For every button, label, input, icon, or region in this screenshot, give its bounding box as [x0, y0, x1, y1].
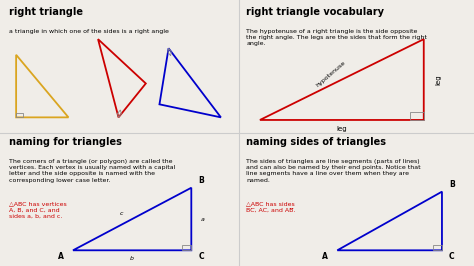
Text: A: A: [322, 252, 328, 261]
Text: right triangle: right triangle: [9, 7, 83, 16]
Text: b: b: [130, 256, 134, 260]
Text: The hypotenuse of a right triangle is the side opposite
the right angle. The leg: The hypotenuse of a right triangle is th…: [246, 29, 427, 46]
Text: hypotenuse: hypotenuse: [315, 60, 347, 88]
Text: △ABC has sides
BC̅, AC̅, and AB̅.: △ABC has sides BC̅, AC̅, and AB̅.: [246, 201, 296, 212]
Text: B: B: [449, 180, 455, 189]
Text: C: C: [449, 252, 455, 261]
Text: a: a: [201, 217, 204, 222]
Text: leg: leg: [337, 127, 347, 132]
Text: The corners of a triangle (or polygon) are called the
vertices. Each vertex is u: The corners of a triangle (or polygon) a…: [9, 159, 176, 183]
Text: right triangle vocabulary: right triangle vocabulary: [246, 7, 384, 16]
Text: leg: leg: [435, 74, 441, 85]
Text: naming sides of triangles: naming sides of triangles: [246, 137, 386, 147]
Text: naming for triangles: naming for triangles: [9, 137, 122, 147]
Text: The sides of triangles are line segments (parts of lines)
and can also be named : The sides of triangles are line segments…: [246, 159, 421, 183]
Text: c: c: [119, 211, 123, 217]
Text: B: B: [198, 176, 204, 185]
Text: C: C: [198, 252, 204, 261]
Text: A: A: [58, 252, 64, 261]
Text: a triangle in which one of the sides is a right angle: a triangle in which one of the sides is …: [9, 29, 169, 34]
Text: △ABC has vertices
A, B, and C, and
sides a, b, and c.: △ABC has vertices A, B, and C, and sides…: [9, 201, 67, 219]
